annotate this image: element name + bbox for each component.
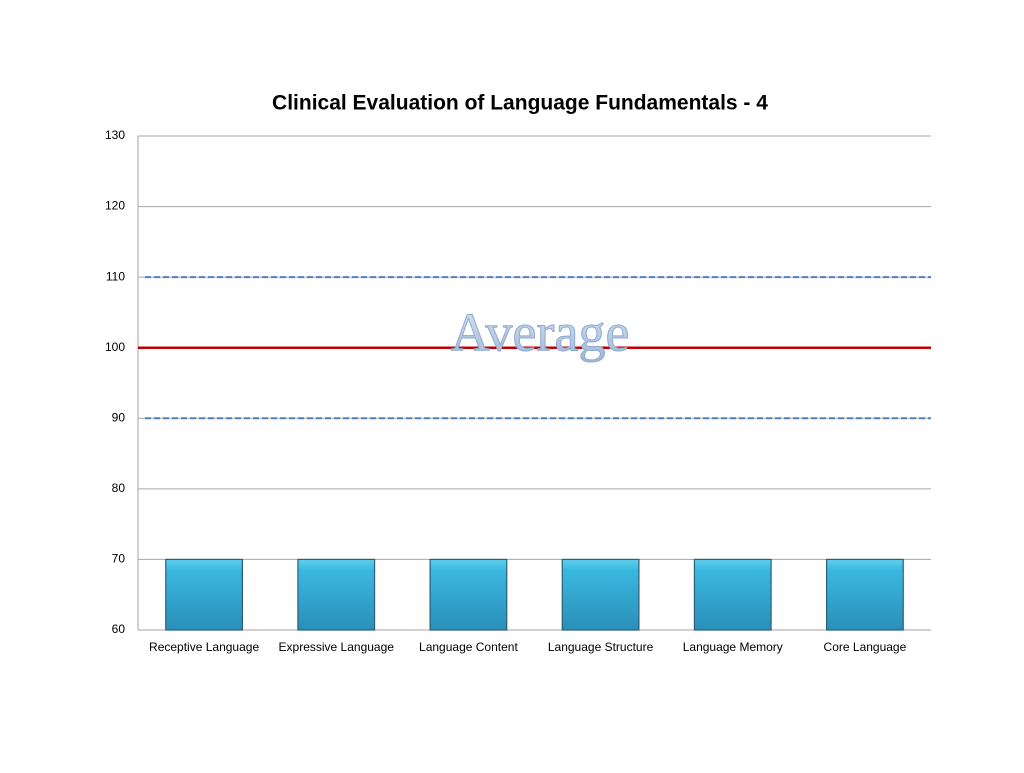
bar [561, 558, 640, 631]
y-tick-label: 60 [112, 622, 126, 636]
y-tick-label: 100 [105, 340, 125, 354]
x-tick-label: Language Content [419, 640, 518, 654]
y-tick-label: 110 [106, 269, 125, 283]
y-tick-label: 90 [112, 410, 126, 424]
bar [693, 558, 772, 631]
bar [297, 558, 376, 631]
annotation: Average [451, 302, 630, 362]
y-tick-label: 80 [112, 481, 126, 495]
bar [165, 558, 244, 631]
y-tick-label: 120 [105, 199, 125, 213]
x-tick-label: Core Language [824, 640, 907, 654]
y-tick-label: 70 [112, 552, 126, 566]
x-tick-label: Receptive Language [149, 640, 259, 654]
x-tick-label: Expressive Language [279, 640, 395, 654]
x-tick-label: Language Structure [548, 640, 654, 654]
bar [429, 558, 508, 631]
bar [825, 558, 904, 631]
x-tick-label: Language Memory [683, 640, 783, 654]
y-tick-label: 130 [105, 128, 125, 142]
chart-title: Clinical Evaluation of Language Fundamen… [272, 92, 768, 115]
